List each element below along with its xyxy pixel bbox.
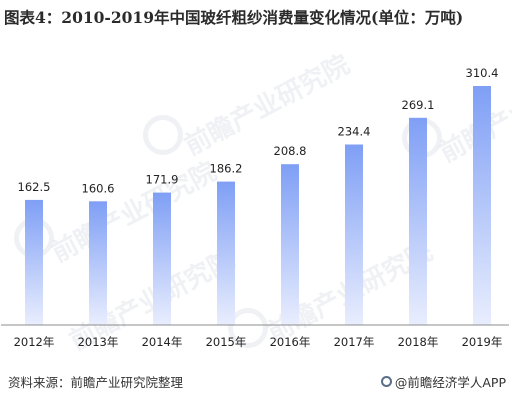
brand-logo-icon: [380, 376, 392, 387]
data-label: 269.1: [402, 98, 435, 112]
bar-2013年: [89, 201, 107, 325]
x-tick-label: 2016年: [270, 335, 311, 349]
bar-2016年: [281, 164, 299, 325]
chart-title: 图表4：2010-2019年中国玻纤粗纱消费量变化情况(单位：万吨): [4, 8, 464, 27]
data-label: 162.5: [18, 180, 51, 194]
bar-2018年: [409, 117, 427, 325]
bar-2019年: [473, 86, 491, 325]
data-label: 171.9: [146, 173, 179, 187]
x-tick-label: 2013年: [78, 335, 119, 349]
watermark-logo-icon: [143, 115, 183, 155]
data-label: 186.2: [210, 162, 243, 176]
x-tick-label: 2014年: [142, 335, 183, 349]
brand-credit: @前瞻经济学人APP: [380, 372, 506, 391]
x-tick-label: 2019年: [462, 335, 503, 349]
x-tick-label: 2015年: [206, 335, 247, 349]
data-label: 208.8: [274, 144, 307, 158]
source-note: 资料来源：前瞻产业研究院整理: [8, 375, 184, 390]
data-label: 234.4: [338, 125, 371, 139]
x-tick-label: 2012年: [14, 335, 55, 349]
x-tick-label: 2017年: [334, 335, 375, 349]
bar-2012年: [25, 199, 43, 325]
data-label: 310.4: [466, 66, 499, 80]
watermark-logo-icon: [228, 308, 268, 348]
bar-2015年: [217, 181, 235, 325]
data-label: 160.6: [82, 181, 115, 195]
bar-2014年: [153, 192, 171, 325]
x-tick-label: 2018年: [398, 335, 439, 349]
bar-2017年: [345, 144, 363, 325]
brand-text: @前瞻经济学人APP: [394, 375, 506, 390]
